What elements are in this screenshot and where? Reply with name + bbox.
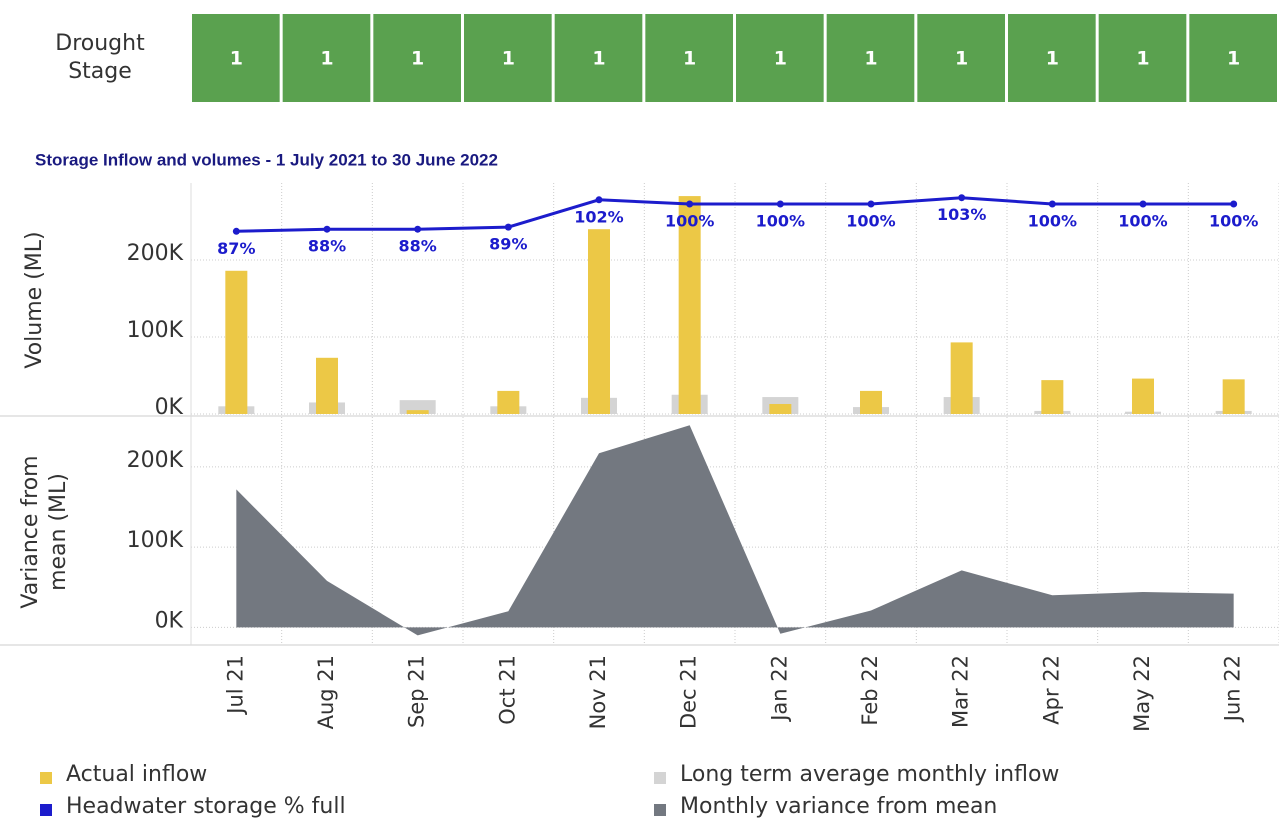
y-axis-title: Volume (ML) bbox=[22, 231, 47, 369]
x-tick-label: Apr 22 bbox=[1039, 655, 1063, 725]
drought-value: 1 bbox=[1136, 48, 1149, 70]
data-label: 100% bbox=[756, 212, 805, 231]
x-tick-label: Oct 21 bbox=[495, 655, 519, 725]
point bbox=[867, 200, 875, 208]
x-tick-label: Nov 21 bbox=[586, 655, 610, 729]
drought-label: Drought Stage bbox=[55, 31, 145, 84]
legend-swatch bbox=[654, 804, 666, 816]
legend-swatch bbox=[40, 804, 52, 816]
data-label: 87% bbox=[217, 239, 255, 258]
data-label: 100% bbox=[1118, 212, 1167, 231]
bar bbox=[406, 410, 429, 414]
x-tick-label: Mar 22 bbox=[949, 655, 973, 728]
area bbox=[236, 425, 1234, 636]
data-label: 103% bbox=[937, 205, 986, 224]
point bbox=[323, 225, 331, 233]
point bbox=[1139, 200, 1147, 208]
point bbox=[686, 200, 694, 208]
drought-cell bbox=[373, 14, 461, 102]
data-label: 100% bbox=[1028, 212, 1077, 231]
data-label: 88% bbox=[399, 237, 437, 256]
bar bbox=[1041, 380, 1064, 414]
bar bbox=[1132, 378, 1154, 414]
bar bbox=[225, 270, 248, 414]
drought-value: 1 bbox=[864, 48, 877, 70]
bar bbox=[678, 196, 701, 414]
data-label: 102% bbox=[574, 207, 623, 226]
y-tick-label: 0K bbox=[155, 608, 184, 633]
x-tick-label: May 22 bbox=[1130, 655, 1154, 732]
point bbox=[504, 223, 512, 231]
legend-label: Actual inflow bbox=[66, 762, 207, 787]
y-tick-label: 100K bbox=[127, 318, 184, 343]
drought-cell bbox=[1098, 14, 1187, 102]
drought-value: 1 bbox=[774, 48, 787, 70]
drought-cell bbox=[1189, 14, 1277, 102]
legend-label: Long term average monthly inflow bbox=[680, 762, 1059, 787]
y-tick-label: 200K bbox=[127, 241, 184, 266]
y-tick-label: 100K bbox=[127, 528, 184, 553]
drought-value: 1 bbox=[1227, 48, 1240, 70]
data-label: 100% bbox=[665, 212, 714, 231]
x-tick-label: Feb 22 bbox=[858, 655, 882, 726]
drought-value: 1 bbox=[592, 48, 605, 70]
line bbox=[236, 196, 1234, 233]
y-tick-label: 200K bbox=[127, 448, 184, 473]
x-tick-label: Jan 22 bbox=[767, 655, 791, 723]
drought-value: 1 bbox=[1046, 48, 1059, 70]
x-tick-label: Aug 21 bbox=[314, 655, 338, 729]
data-label: 100% bbox=[1209, 212, 1258, 231]
y-axis-title: Variance from mean (ML) bbox=[18, 455, 71, 609]
chart-title: Storage Inflow and volumes - 1 July 2021… bbox=[35, 150, 498, 169]
drought-value: 1 bbox=[502, 48, 515, 70]
drought-value: 1 bbox=[320, 48, 333, 70]
drought-cell bbox=[282, 14, 371, 102]
point bbox=[595, 196, 603, 204]
drought-value: 1 bbox=[230, 48, 243, 70]
bar bbox=[316, 357, 338, 414]
legend-swatch bbox=[654, 772, 666, 784]
drought-cell bbox=[554, 14, 643, 102]
point bbox=[414, 225, 422, 233]
bar bbox=[1222, 379, 1245, 414]
drought-value: 1 bbox=[683, 48, 696, 70]
legend-label: Headwater storage % full bbox=[66, 794, 346, 819]
legend-label: Monthly variance from mean bbox=[680, 794, 997, 819]
bar bbox=[497, 390, 520, 414]
data-label: 88% bbox=[308, 237, 346, 256]
drought-cell bbox=[826, 14, 915, 102]
point bbox=[958, 194, 966, 202]
x-tick-label: Sep 21 bbox=[405, 655, 429, 728]
data-label: 100% bbox=[846, 212, 895, 231]
data-label: 89% bbox=[489, 235, 527, 254]
drought-value: 1 bbox=[955, 48, 968, 70]
drought-cell bbox=[645, 14, 733, 102]
drought-cell bbox=[917, 14, 1005, 102]
drought-value: 1 bbox=[411, 48, 424, 70]
point bbox=[232, 227, 240, 235]
point bbox=[1230, 200, 1238, 208]
x-tick-label: Jun 22 bbox=[1221, 655, 1245, 723]
drought-cell bbox=[736, 14, 824, 102]
point bbox=[776, 200, 784, 208]
drought-cell bbox=[464, 14, 552, 102]
point bbox=[1048, 200, 1056, 208]
bar bbox=[950, 342, 973, 414]
drought-cell bbox=[192, 14, 280, 102]
bar bbox=[860, 390, 882, 414]
bar bbox=[769, 403, 792, 414]
bar bbox=[588, 229, 610, 414]
x-tick-label: Dec 21 bbox=[677, 655, 701, 729]
legend-swatch bbox=[40, 772, 52, 784]
drought-cell bbox=[1008, 14, 1096, 102]
x-tick-label: Jul 21 bbox=[223, 655, 247, 716]
